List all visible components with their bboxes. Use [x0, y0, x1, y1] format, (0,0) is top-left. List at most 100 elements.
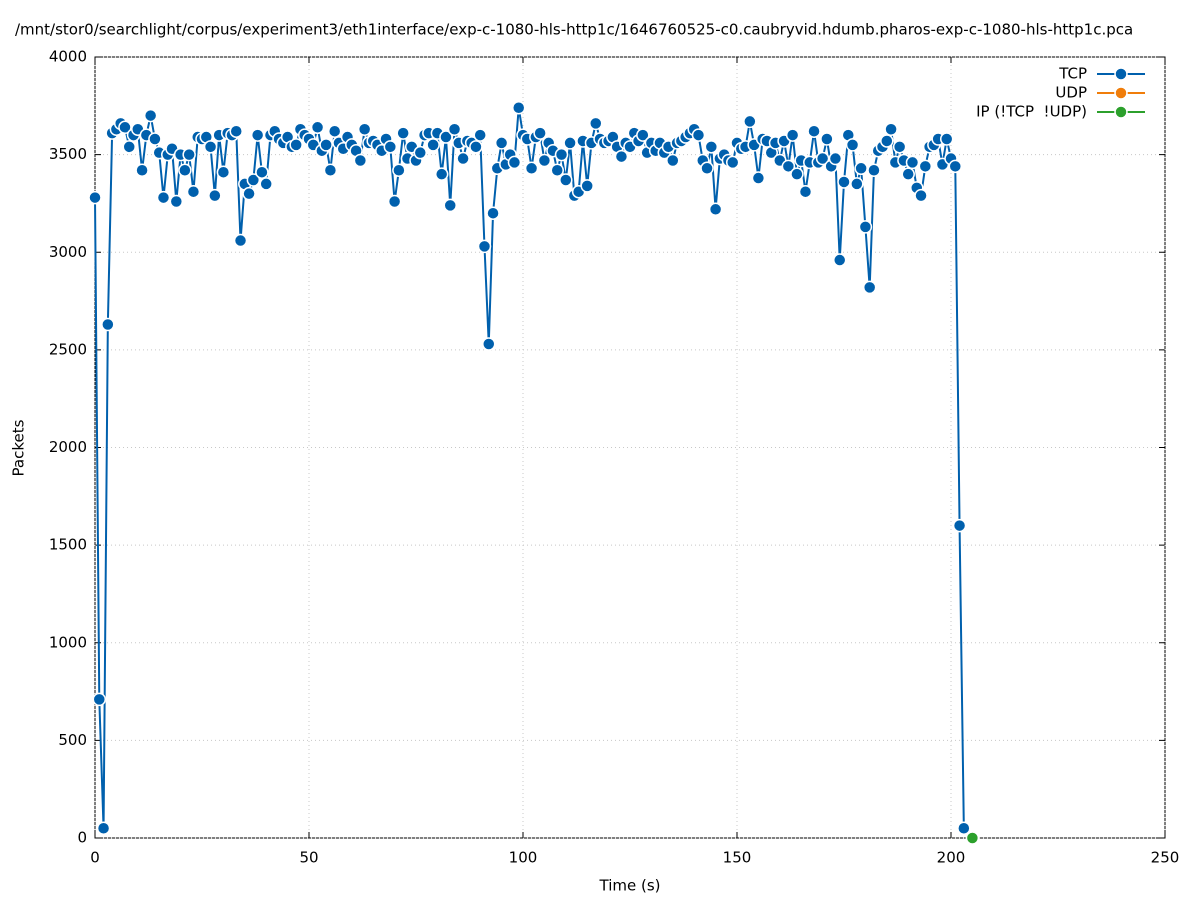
point — [135, 163, 149, 177]
point — [589, 116, 603, 131]
point — [636, 128, 650, 142]
point — [387, 194, 402, 209]
point — [781, 159, 796, 174]
point — [892, 140, 907, 154]
point — [939, 132, 954, 146]
point — [743, 114, 757, 129]
y-tick-label: 2000 — [49, 438, 87, 456]
y-tick-label: 1000 — [49, 633, 87, 651]
point — [751, 171, 766, 185]
point — [229, 124, 243, 138]
point — [250, 128, 265, 142]
point — [785, 128, 800, 142]
point — [310, 120, 325, 135]
x-tick-label: 100 — [509, 849, 538, 867]
point — [905, 155, 920, 170]
point — [704, 140, 719, 154]
point — [554, 147, 569, 162]
legend-label: IP (!TCP !UDP) — [976, 103, 1087, 121]
point — [203, 140, 218, 154]
point — [486, 206, 500, 220]
point — [614, 149, 629, 164]
point — [178, 163, 192, 177]
y-tick-label: 1500 — [49, 536, 87, 554]
point — [216, 165, 231, 179]
x-tick-label: 200 — [937, 849, 966, 867]
point — [122, 140, 136, 154]
point — [233, 233, 248, 248]
point — [473, 128, 487, 142]
point — [456, 151, 470, 166]
point — [494, 136, 509, 150]
point — [477, 239, 492, 254]
point — [169, 194, 184, 209]
point — [182, 147, 196, 162]
point — [143, 108, 158, 123]
y-axis-label: Packets — [10, 419, 28, 476]
chart-title: /mnt/stor0/searchlight/corpus/experiment… — [15, 21, 1133, 39]
point — [867, 163, 881, 177]
point — [901, 167, 915, 181]
y-tick-label: 4000 — [49, 48, 87, 66]
point — [447, 122, 462, 136]
point — [101, 317, 115, 332]
point — [862, 280, 877, 295]
point — [965, 831, 980, 845]
x-axis-label: Time (s) — [599, 877, 661, 895]
point — [820, 132, 834, 146]
point — [807, 124, 821, 138]
y-tick-label: 0 — [77, 829, 87, 847]
point — [482, 337, 496, 351]
point — [289, 138, 303, 152]
point — [798, 184, 813, 199]
point — [434, 167, 449, 181]
point — [443, 198, 457, 213]
point — [156, 190, 171, 205]
legend-label: UDP — [1055, 84, 1087, 102]
point — [413, 145, 428, 160]
point — [854, 161, 868, 176]
point — [148, 132, 162, 146]
point — [426, 138, 440, 152]
point — [815, 151, 830, 166]
point — [858, 220, 873, 234]
legend-swatch — [1114, 67, 1128, 81]
point — [92, 692, 107, 707]
point — [559, 173, 573, 187]
point — [383, 140, 398, 154]
point — [952, 518, 967, 533]
point — [259, 177, 273, 191]
point — [691, 128, 706, 142]
x-tick-label: 0 — [90, 849, 100, 867]
point — [323, 163, 338, 177]
legend-label: TCP — [1058, 65, 1087, 83]
y-tick-label: 3500 — [49, 145, 87, 163]
point — [708, 202, 723, 217]
point — [948, 159, 963, 174]
point — [914, 188, 928, 203]
point — [96, 821, 111, 835]
point — [255, 165, 269, 179]
point — [790, 167, 804, 181]
legend-swatch — [1114, 105, 1128, 119]
legend-swatch — [1114, 86, 1128, 100]
point — [666, 153, 680, 168]
point — [580, 179, 594, 193]
point — [511, 101, 526, 115]
point — [837, 175, 851, 189]
point — [957, 821, 971, 835]
point — [725, 155, 740, 170]
point — [118, 120, 132, 135]
point — [884, 122, 898, 136]
point — [700, 161, 714, 176]
x-tick-label: 150 — [723, 849, 752, 867]
point — [537, 153, 552, 168]
point — [208, 188, 222, 203]
y-tick-label: 500 — [58, 731, 87, 749]
x-tick-label: 50 — [299, 849, 318, 867]
point — [845, 138, 860, 152]
point — [850, 177, 864, 191]
point — [918, 159, 933, 174]
point — [469, 140, 483, 154]
